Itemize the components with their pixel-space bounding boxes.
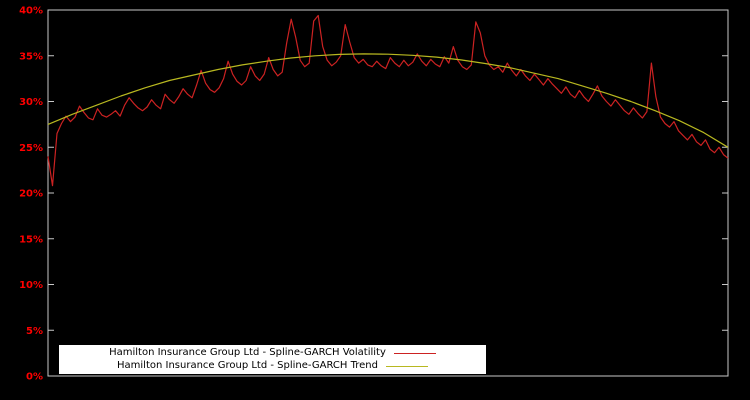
legend-entry-volatility: Hamilton Insurance Group Ltd - Spline-GA… [59,347,486,359]
y-tick-label: 5% [26,326,43,337]
series-line-0 [47,14,729,187]
y-tick-label: 15% [19,234,43,245]
y-tick-label: 10% [19,280,43,291]
y-tick-label: 30% [19,97,43,108]
series-line-1 [47,53,729,148]
y-tick-label: 0% [26,372,43,383]
legend-label-volatility: Hamilton Insurance Group Ltd - Spline-GA… [109,347,386,358]
y-tick-label: 40% [19,6,43,17]
y-tick-label: 25% [19,143,43,154]
legend-label-trend: Hamilton Insurance Group Ltd - Spline-GA… [117,360,378,371]
legend-line-sample-trend [385,365,428,367]
y-tick-label: 35% [19,51,43,62]
plot-border [47,9,729,377]
legend-line-sample-volatility [393,352,436,354]
legend-entry-trend: Hamilton Insurance Group Ltd - Spline-GA… [59,360,486,372]
chart-legend: Hamilton Insurance Group Ltd - Spline-GA… [59,345,486,374]
y-tick-label: 20% [19,189,43,200]
